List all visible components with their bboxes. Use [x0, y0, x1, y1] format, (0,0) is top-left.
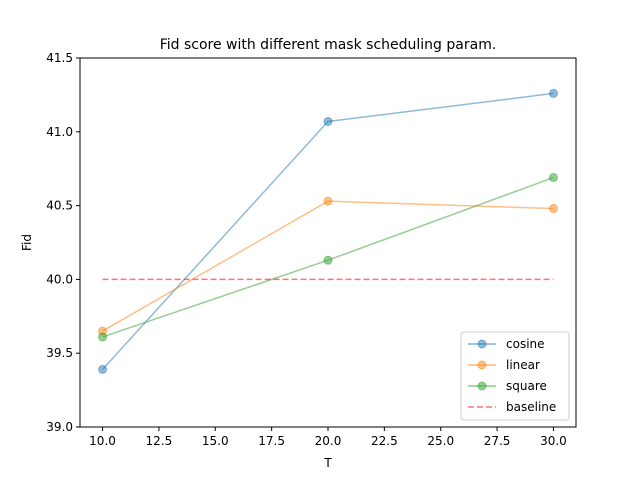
legend-label-square: square	[506, 379, 547, 393]
x-tick-label: 22.5	[371, 434, 398, 448]
y-tick-label: 40.5	[46, 199, 73, 213]
cosine-data-point	[548, 88, 558, 98]
legend-label-linear: linear	[506, 358, 540, 372]
x-axis: 10.0 12.5 15.0 17.5 20.0 22.5 25.0 27.5 30.0	[89, 427, 567, 448]
y-tick-label: 41.5	[46, 51, 73, 65]
legend-box	[460, 331, 570, 421]
linear-data-point	[323, 196, 333, 206]
x-tick-label: 20.0	[315, 434, 342, 448]
legend-label-baseline: baseline	[506, 400, 556, 414]
legend-label-cosine: cosine	[506, 337, 545, 351]
y-tick-label: 40.0	[46, 272, 73, 286]
cosine-data-point	[323, 116, 333, 126]
x-axis-label: T	[323, 456, 332, 470]
cosine-series-line	[101, 92, 554, 370]
y-axis-label: Fid	[20, 234, 34, 251]
plot-area	[98, 88, 558, 374]
x-tick-label: 17.5	[258, 434, 285, 448]
x-tick-label: 10.0	[89, 434, 116, 448]
x-tick-label: 12.5	[146, 434, 173, 448]
x-tick-label: 30.0	[540, 434, 567, 448]
x-tick-label: 15.0	[202, 434, 229, 448]
linear-series-line	[102, 200, 554, 332]
linear-data-point	[548, 204, 558, 214]
legend: cosine linear square baseline	[460, 331, 570, 421]
x-tick-label: 25.0	[427, 434, 454, 448]
square-data-point	[548, 173, 558, 183]
y-axis: 39.0 39.5 40.0 40.5 41.0 41.5	[46, 51, 80, 434]
x-tick-label: 27.5	[484, 434, 511, 448]
chart-title: Fid score with different mask scheduling…	[160, 37, 497, 53]
y-tick-label: 39.5	[46, 346, 73, 360]
y-tick-label: 41.0	[46, 125, 73, 139]
square-data-point	[323, 255, 333, 265]
cosine-data-point	[98, 364, 108, 374]
square-data-point	[98, 332, 108, 342]
legend-marker-linear	[477, 360, 487, 370]
legend-marker-cosine	[477, 339, 487, 349]
y-tick-label: 39.0	[46, 420, 73, 434]
legend-marker-square	[477, 381, 487, 391]
